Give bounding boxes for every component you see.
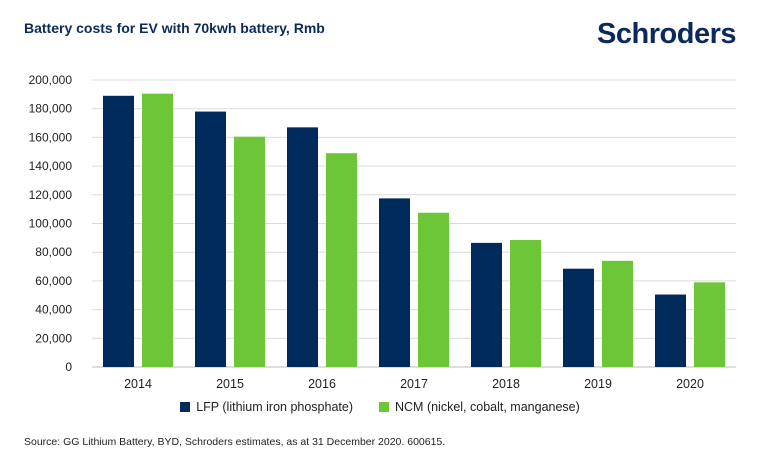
bar-ncm-2017 bbox=[418, 212, 449, 367]
legend-item-ncm: NCM (nickel, cobalt, manganese) bbox=[379, 400, 580, 414]
bar-lfp-2020 bbox=[655, 294, 686, 367]
legend-swatch-lfp bbox=[180, 402, 191, 412]
legend-label-lfp: LFP (lithium iron phosphate) bbox=[196, 400, 353, 414]
y-tick-label: 20,000 bbox=[35, 331, 72, 345]
bar-ncm-2015 bbox=[234, 136, 265, 367]
bar-ncm-2018 bbox=[510, 240, 541, 367]
y-tick-label: 60,000 bbox=[35, 274, 72, 288]
y-tick-label: 200,000 bbox=[29, 73, 73, 87]
y-tick-label: 180,000 bbox=[29, 102, 73, 116]
chart-legend: LFP (lithium iron phosphate) NCM (nickel… bbox=[0, 400, 760, 414]
y-tick-label: 140,000 bbox=[29, 159, 73, 173]
y-tick-label: 160,000 bbox=[29, 130, 73, 144]
chart-title: Battery costs for EV with 70kwh battery,… bbox=[24, 20, 325, 36]
bar-ncm-2020 bbox=[694, 282, 725, 367]
x-tick-label: 2020 bbox=[676, 377, 704, 391]
bar-lfp-2018 bbox=[471, 242, 502, 367]
x-tick-label: 2015 bbox=[216, 377, 244, 391]
bar-ncm-2019 bbox=[602, 260, 633, 367]
bar-ncm-2016 bbox=[326, 153, 357, 367]
legend-item-lfp: LFP (lithium iron phosphate) bbox=[180, 400, 353, 414]
bar-lfp-2016 bbox=[287, 127, 318, 367]
x-tick-label: 2016 bbox=[308, 377, 336, 391]
y-tick-label: 40,000 bbox=[35, 303, 72, 317]
bar-lfp-2015 bbox=[195, 111, 226, 367]
bar-lfp-2014 bbox=[103, 95, 134, 367]
x-tick-label: 2014 bbox=[124, 377, 152, 391]
schroders-logo: Schroders bbox=[597, 18, 736, 50]
bar-chart: 0 20,000 40,000 60,000 80,000 100,000 120,000 1… bbox=[29, 73, 736, 391]
legend-swatch-ncm bbox=[379, 402, 389, 412]
y-tick-label: 100,000 bbox=[29, 217, 73, 231]
x-tick-label: 2019 bbox=[584, 377, 612, 391]
y-tick-label: 0 bbox=[65, 360, 72, 374]
bar-ncm-2014 bbox=[142, 93, 173, 367]
bar-lfp-2017 bbox=[379, 198, 410, 367]
source-note: Source: GG Lithium Battery, BYD, Schrode… bbox=[24, 436, 446, 448]
x-tick-label: 2017 bbox=[400, 377, 428, 391]
bar-lfp-2019 bbox=[563, 268, 594, 367]
y-tick-label: 120,000 bbox=[29, 188, 73, 202]
y-tick-label: 80,000 bbox=[35, 245, 72, 259]
x-tick-label: 2018 bbox=[492, 377, 520, 391]
legend-label-ncm: NCM (nickel, cobalt, manganese) bbox=[395, 400, 580, 414]
